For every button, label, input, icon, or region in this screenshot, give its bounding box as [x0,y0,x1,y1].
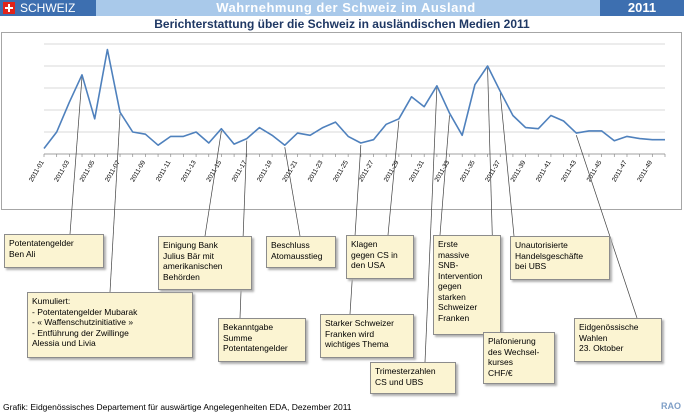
x-tick-label: 2011-23 [307,159,325,183]
x-tick-label: 2011-25 [332,159,350,183]
section-label: SCHWEIZ [20,1,76,15]
annotation-note: Plafonierung des Wechsel- kurses CHF/€ [483,332,555,384]
annotation-leader [349,144,362,315]
x-tick-label: 2011-09 [129,159,147,183]
year-badge: 2011 [600,0,684,16]
x-tick-label: 2011-15 [205,159,223,183]
x-tick-label: 2011-19 [256,159,274,183]
x-tick-label: 2011-37 [484,159,502,183]
x-tick-label: 2011-31 [408,159,426,183]
x-tick-label: 2011-11 [155,159,173,183]
page-title: Wahrnehmung der Schweiz im Ausland [216,0,476,15]
x-tick-label: 2011-35 [459,159,477,183]
source-credit: Grafik: Eidgenössisches Departement für … [3,402,352,412]
x-tick-label: 2011-27 [357,159,375,183]
annotation-leader [424,87,438,363]
header-bar [0,0,684,16]
annotation-note: Starker Schweizer Franken wird wichtiges… [320,314,414,358]
x-tick-label: 2011-41 [535,159,553,183]
annotation-leader [575,134,638,319]
header-section: SCHWEIZ [0,0,96,16]
annotation-note: Bekanntgabe Summe Potentatengelder [218,318,306,362]
annotation-note: Beschluss Atomausstieg [266,236,336,268]
x-tick-label: 2011-33 [434,159,452,183]
annotation-note: Potentatengelder Ben Ali [4,234,104,268]
annotation-note: Trimesterzahlen CS und UBS [370,362,456,394]
annotation-note: Einigung Bank Julius Bär mit amerikanisc… [158,236,252,290]
annotation-leader [69,76,83,235]
chart-frame [1,32,682,210]
annotation-note: Erste massive SNB- Intervention gegen st… [433,235,501,335]
annotation-leader [204,130,222,237]
annotation-leader [387,120,400,236]
swiss-flag-icon [3,2,15,14]
x-tick-label: 2011-07 [104,159,122,183]
x-tick-label: 2011-01 [28,159,46,183]
annotation-note: Klagen gegen CS in den USA [346,235,414,279]
annotation-leader [499,93,515,237]
annotation-leader [109,114,121,293]
x-tick-label: 2011-43 [560,159,578,183]
x-tick-label: 2011-29 [383,159,401,183]
x-tick-label: 2011-49 [636,159,654,183]
chart-subtitle: Berichterstattung über die Schweiz in au… [154,17,530,31]
x-tick-label: 2011-13 [180,159,198,183]
series-line [43,48,665,149]
annotation-leader [284,147,301,237]
annotation-note: Unautorisierte Handelsgeschäfte bei UBS [510,236,610,280]
grid-layer [44,43,665,155]
annotation-note: Eidgenössische Wahlen 23. Oktober [574,318,662,362]
x-tick-label: 2011-39 [510,159,528,183]
rao-logo: RAO [661,401,681,411]
series-layer [43,48,665,149]
x-tick-label: 2011-05 [79,159,97,183]
annotation-leader [439,115,450,236]
x-tick-label: 2011-03 [53,159,71,183]
annotation-note: Kumuliert: - Potentatengelder Mubarak - … [27,292,193,358]
x-tick-labels: 2011-01 2011-03 2011-05 2011-07 2011-09 2011-… [28,153,666,183]
x-tick-label: 2011-47 [611,159,629,183]
